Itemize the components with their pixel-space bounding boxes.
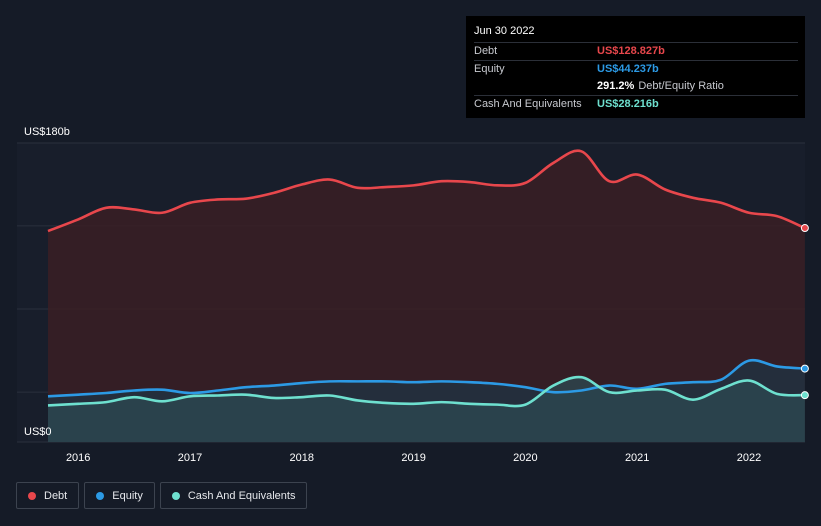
x-tick-label: 2018 <box>290 452 314 464</box>
series-end-marker-debt <box>800 224 809 233</box>
legend-label: Equity <box>112 489 143 502</box>
x-tick-label: 2019 <box>401 452 425 464</box>
legend-label: Debt <box>44 489 68 502</box>
legend-dot <box>171 491 180 500</box>
series-end-markers <box>800 224 809 400</box>
tooltip-label <box>474 78 597 95</box>
series-lines <box>47 149 806 408</box>
x-tick-label: 2021 <box>625 452 649 464</box>
tooltip-value: US$128.827b <box>597 45 665 57</box>
legend-dot <box>28 491 36 500</box>
series-line-cash <box>47 375 805 408</box>
tooltip-row-cash: Cash And Equivalents US$28.216b <box>474 95 798 113</box>
tooltip-row-ratio: 291.2% Debt/Equity Ratio <box>474 78 798 95</box>
y-axis-top-label: US$180b <box>24 126 70 138</box>
data-tooltip: Jun 30 2022 Debt US$128.827b Equity US$4… <box>466 16 805 118</box>
tooltip-row-debt: Debt US$128.827b <box>474 42 798 60</box>
tooltip-ratio-suffix: Debt/Equity Ratio <box>638 80 724 92</box>
legend-dot <box>96 491 105 500</box>
x-tick-label: 2022 <box>737 452 761 464</box>
tooltip-value: US$44.237b <box>597 63 659 75</box>
series-line-debt <box>47 149 806 233</box>
tooltip-value: US$28.216b <box>597 98 659 110</box>
legend-item-debt[interactable]: Debt <box>16 482 80 509</box>
tooltip-label: Cash And Equivalents <box>474 98 582 110</box>
legend-item-equity[interactable]: Equity <box>84 482 155 509</box>
x-axis-ticks: 2016 2017 2018 2019 2020 2021 2022 <box>66 452 761 464</box>
series-line-equity <box>47 358 805 398</box>
x-tick-label: 2017 <box>178 452 202 464</box>
tooltip-label: Debt <box>474 45 498 57</box>
legend-item-cash[interactable]: Cash And Equivalents <box>159 482 308 509</box>
tooltip-date: Jun 30 2022 <box>474 25 535 37</box>
tooltip-ratio: 291.2% Debt/Equity Ratio <box>597 78 724 95</box>
tooltip-label: Equity <box>474 63 505 75</box>
tooltip-value: 291.2% <box>597 80 635 92</box>
series-end-marker-equity <box>800 364 809 373</box>
x-tick-label: 2016 <box>66 452 90 464</box>
x-tick-label: 2020 <box>513 452 537 464</box>
legend-label: Cash And Equivalents <box>187 489 296 502</box>
series-area-debt <box>48 150 805 442</box>
y-axis-bottom-label: US$0 <box>24 426 52 438</box>
chart-legend: Debt Equity Cash And Equivalents <box>16 482 308 509</box>
series-end-marker-cash <box>800 391 809 400</box>
tooltip-row-equity: Equity US$44.237b <box>474 60 798 78</box>
